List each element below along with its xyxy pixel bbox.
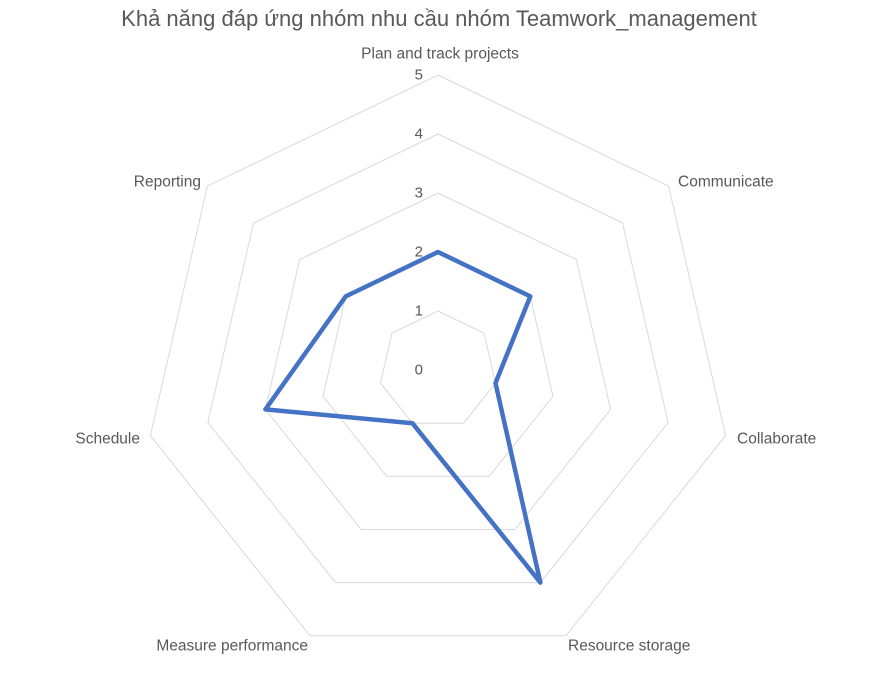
- radar-gridline-ring: [264, 192, 612, 530]
- category-axis-label: Plan and track projects: [361, 45, 519, 62]
- radar-gridline-ring: [322, 251, 554, 477]
- category-axis-label: Collaborate: [737, 430, 816, 447]
- radar-gridline-ring: [379, 310, 497, 424]
- radial-axis-tick-label: 2: [415, 243, 423, 260]
- radar-series-line: [263, 249, 543, 585]
- radial-axis-tick-label: 4: [415, 125, 423, 142]
- radial-axis-tick-label: 1: [415, 302, 423, 319]
- radial-axis-tick-label: 5: [415, 66, 423, 83]
- radial-axis-tick-label: 0: [415, 361, 423, 378]
- chart-title: Khả năng đáp ứng nhóm nhu cầu nhóm Teamw…: [121, 6, 757, 31]
- category-axis-label: Schedule: [75, 430, 140, 447]
- radar-gridline-ring: [149, 74, 727, 637]
- category-axis-label: Measure performance: [156, 637, 308, 654]
- category-axis-label: Reporting: [134, 173, 201, 190]
- category-axis-label: Resource storage: [568, 637, 690, 654]
- category-axis-label: Communicate: [678, 173, 774, 190]
- radar-gridline-ring: [207, 133, 669, 584]
- radial-axis-tick-label: 3: [415, 184, 423, 201]
